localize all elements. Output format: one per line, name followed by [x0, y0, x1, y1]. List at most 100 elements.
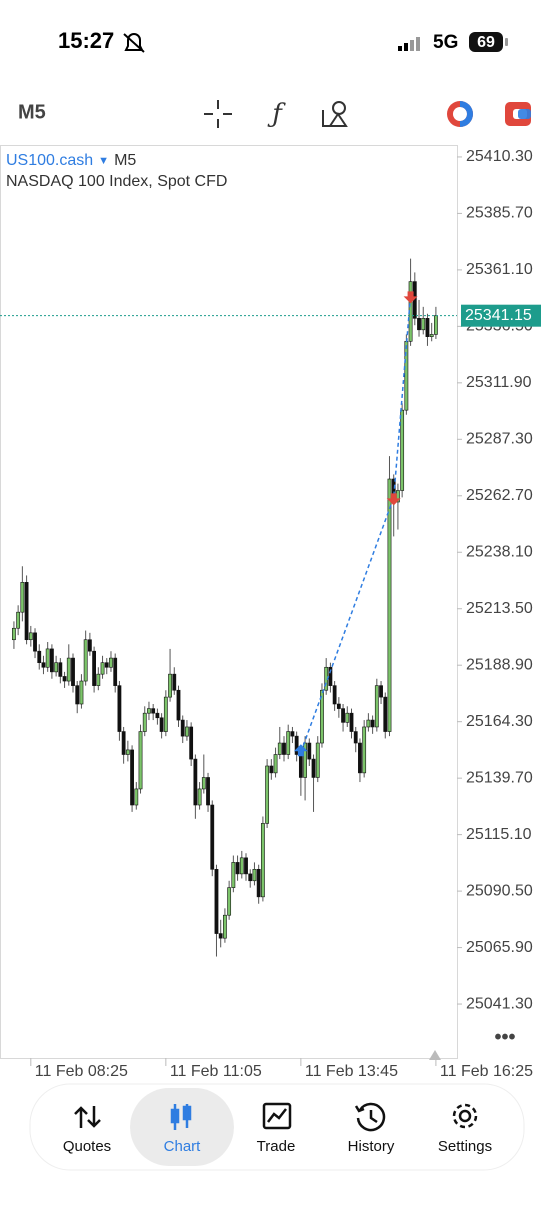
y-tick-label: 25311.90: [466, 374, 532, 391]
candle-body: [404, 340, 409, 411]
candle-body: [294, 735, 299, 755]
trade-arrow: [293, 744, 308, 757]
plot: [12, 258, 438, 957]
candle-body: [134, 788, 139, 806]
candle-body: [185, 726, 189, 737]
trade-arrow: [386, 493, 401, 506]
chart-header: US100.cash ▼ M5: [6, 152, 136, 169]
candle-body: [214, 868, 219, 934]
x-tick-label: 11 Feb 13:45: [305, 1063, 398, 1080]
candle-body: [79, 680, 84, 705]
candle-body: [315, 742, 320, 778]
candle-body: [303, 742, 307, 778]
candle-body: [155, 712, 160, 719]
candle-body: [147, 708, 151, 714]
candle-body: [223, 914, 227, 939]
candle-body: [12, 627, 16, 641]
candle-body: [210, 804, 215, 870]
candle-body: [71, 657, 75, 686]
candle-body: [16, 611, 21, 629]
objects-icon[interactable]: [322, 101, 348, 127]
battery-tip: [505, 38, 508, 46]
trade-nav-icon[interactable]: [262, 1102, 292, 1130]
y-tick-label: 25287.30: [466, 431, 533, 448]
trade-line: [300, 295, 412, 753]
signal-icon: [398, 37, 420, 51]
chart-icon[interactable]: [170, 1104, 192, 1130]
candle-body: [362, 726, 367, 774]
candle-body: [180, 719, 185, 737]
trade-icon[interactable]: [447, 101, 473, 127]
candle-body: [75, 685, 80, 705]
candle-body: [168, 673, 172, 698]
y-tick-label: 25238.10: [466, 543, 533, 560]
candle-body: [311, 758, 316, 778]
candle-body: [434, 315, 438, 335]
candle-body: [113, 657, 118, 686]
candle-body: [383, 696, 388, 732]
more-button[interactable]: •••: [494, 1026, 515, 1048]
candle-body: [87, 639, 92, 652]
account-icon[interactable]: [505, 102, 531, 126]
candle-body: [227, 887, 232, 916]
nav-label[interactable]: Quotes: [63, 1138, 111, 1155]
timeframe-button[interactable]: M5: [18, 101, 46, 123]
candle-body: [218, 933, 223, 939]
y-tick-label: 25188.90: [466, 656, 533, 673]
quotes-icon[interactable]: [74, 1106, 101, 1128]
candle-body: [151, 708, 156, 714]
nav-label[interactable]: Settings: [438, 1138, 492, 1155]
symbol-dropdown[interactable]: ▼: [98, 155, 109, 167]
candle-body: [66, 657, 71, 682]
scroll-marker: [429, 1050, 441, 1060]
candle-body: [366, 719, 371, 728]
candle-body: [33, 632, 37, 652]
candle-body: [45, 648, 50, 668]
candle-body: [269, 765, 274, 774]
nav-label[interactable]: Trade: [257, 1138, 296, 1155]
candle-body: [92, 650, 97, 686]
candle-body: [235, 862, 240, 875]
candle-body: [104, 662, 109, 668]
candle-body: [387, 478, 392, 732]
nav-label[interactable]: Chart: [164, 1138, 202, 1155]
y-tick-label: 25410.30: [466, 148, 533, 165]
x-tick-label: 11 Feb 08:25: [35, 1063, 128, 1080]
y-tick-label: 25385.70: [466, 205, 533, 222]
price-label: 25341.15: [465, 307, 532, 324]
candle-body: [54, 662, 59, 673]
candle-body: [176, 689, 181, 721]
indicators-icon[interactable]: ƒ: [267, 99, 286, 129]
candle-body: [163, 696, 168, 732]
candle-body: [121, 731, 126, 755]
candle-body: [298, 754, 303, 778]
candle-body: [353, 731, 358, 744]
candle-body: [159, 717, 164, 732]
status-time: 15:27: [58, 28, 114, 53]
crosshair-icon[interactable]: [204, 100, 232, 128]
candle-body: [197, 788, 202, 806]
candle-body: [231, 862, 236, 888]
y-tick-label: 25041.30: [466, 995, 533, 1012]
symbol[interactable]: US100.cash: [6, 152, 93, 169]
y-tick-label: 25262.70: [466, 487, 533, 504]
settings-icon[interactable]: [452, 1103, 478, 1129]
candle-body: [172, 673, 177, 691]
candle-body: [206, 777, 210, 806]
mute-icon: [123, 33, 145, 53]
candle-body: [117, 685, 122, 732]
y-tick-label: 25361.10: [466, 261, 533, 278]
candle-body: [290, 731, 295, 737]
history-icon[interactable]: [354, 1102, 386, 1132]
candle-body: [37, 650, 42, 663]
candle-body: [24, 582, 29, 641]
candle-body: [374, 685, 379, 728]
y-tick-label: 25164.30: [466, 713, 533, 730]
candle-body: [138, 731, 143, 790]
candle-body: [130, 749, 134, 806]
candle-body: [142, 712, 147, 732]
candle-body: [50, 648, 54, 673]
y-tick-label: 25090.50: [466, 882, 533, 899]
nav-label[interactable]: History: [348, 1138, 395, 1155]
